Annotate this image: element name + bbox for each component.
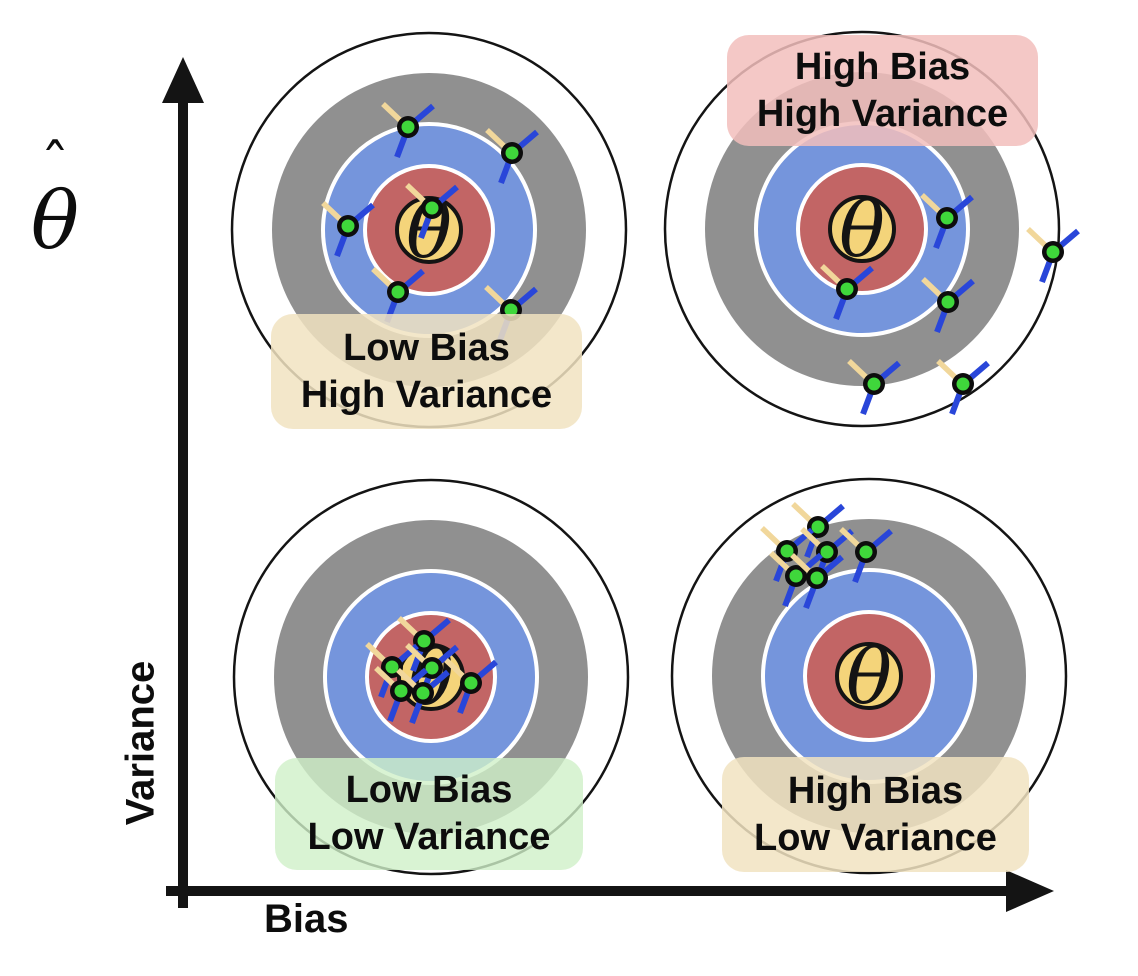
estimate-dart-marker	[321, 201, 375, 258]
estimate-dart-marker	[396, 668, 450, 725]
dart-fletch-tan	[920, 193, 943, 215]
estimate-dart-marker	[820, 264, 874, 321]
estimate-dart-marker	[374, 666, 428, 723]
dart-dot	[840, 282, 854, 296]
dart-dot	[464, 676, 478, 690]
quadrant-label-line: High Variance	[756, 92, 1009, 135]
dart-fletch-tan	[1026, 227, 1049, 249]
quadrant-label-low-bias-low-variance: Low Bias Low Variance	[275, 758, 583, 870]
dart-dot	[425, 661, 439, 675]
dart-fletch-tan	[397, 616, 420, 638]
dart-fletch-tan	[374, 666, 397, 688]
dart-fletch-tan	[405, 643, 428, 665]
dart-fletch-tan	[381, 102, 404, 124]
dart-fletch-tan	[405, 183, 428, 205]
theta-center-symbol: θ	[839, 185, 885, 274]
estimate-dart-marker	[839, 527, 893, 584]
estimate-dart-marker	[790, 553, 844, 610]
axes	[162, 57, 1054, 912]
dart-dot	[811, 520, 825, 534]
dart-fletch-tan	[769, 551, 792, 573]
quadrant-label-high-bias-high-variance: High Bias High Variance	[727, 35, 1038, 146]
quadrant-label-line: Low Variance	[307, 816, 551, 858]
dart-dot	[810, 571, 824, 585]
dart-dot	[941, 295, 955, 309]
dart-fletch-tan	[790, 553, 813, 575]
dart-dot	[820, 545, 834, 559]
dart-fletch-tan	[839, 527, 862, 549]
y-axis-arrowhead-icon	[162, 57, 204, 103]
dart-dot	[1046, 245, 1060, 259]
x-axis-arrowhead-icon	[1006, 870, 1054, 912]
theta-center-symbol: θ	[846, 632, 892, 721]
y-axis-label: Variance	[118, 660, 163, 826]
estimate-dart-marker	[1026, 227, 1080, 284]
theta-hat-label: ˆ θ	[20, 137, 90, 267]
dart-dot	[385, 660, 399, 674]
estimate-dart-marker	[920, 193, 974, 250]
estimate-dart-marker	[405, 183, 459, 240]
dart-dot	[859, 545, 873, 559]
dart-dot	[425, 201, 439, 215]
quadrant-label-line: High Variance	[300, 373, 553, 416]
dart-fletch-tan	[847, 359, 870, 381]
estimate-dart-marker	[381, 102, 435, 159]
dart-dot	[867, 377, 881, 391]
dart-dot	[401, 120, 415, 134]
dart-dot	[416, 686, 430, 700]
estimate-dart-marker	[371, 267, 425, 324]
target-ring-bullseye-yellow	[828, 195, 896, 263]
estimate-dart-marker	[791, 502, 845, 559]
theta-symbol: θ	[30, 174, 80, 267]
dart-dot	[394, 684, 408, 698]
dart-dot	[391, 285, 405, 299]
dart-fletch-tan	[760, 526, 783, 548]
quadrant-label-line: Low Bias	[345, 769, 513, 811]
estimate-dart-marker	[847, 359, 901, 416]
dart-fletch-tan	[485, 128, 508, 150]
dart-fletch-tan	[444, 658, 467, 680]
x-axis-label: Bias	[264, 897, 349, 941]
dart-dot	[341, 219, 355, 233]
target-ring-bullseye-yellow	[835, 642, 903, 710]
quadrant-label-low-bias-high-variance: Low Bias High Variance	[271, 314, 582, 429]
estimate-dart-marker	[397, 616, 451, 673]
estimate-dart-marker	[485, 128, 539, 185]
quadrant-label-line: Low Variance	[754, 816, 997, 859]
dart-dot	[504, 303, 518, 317]
quadrant-label-line: Low Bias	[343, 326, 510, 369]
dart-dot	[780, 544, 794, 558]
dart-fletch-tan	[791, 502, 814, 524]
dart-dot	[417, 634, 431, 648]
estimate-dart-marker	[936, 359, 990, 416]
targets-layer: θθθθ	[230, 30, 1080, 876]
dart-fletch-tan	[820, 264, 843, 286]
dart-fletch-tan	[484, 285, 507, 307]
dart-dot	[956, 377, 970, 391]
quadrant-label-line: High Bias	[794, 45, 971, 88]
dart-fletch-tan	[371, 267, 394, 289]
dart-fletch-tan	[800, 527, 823, 549]
dart-fletch-tan	[921, 277, 944, 299]
dart-fletch-tan	[321, 201, 344, 223]
dart-fletch-tan	[936, 359, 959, 381]
dart-dot	[789, 569, 803, 583]
estimate-dart-marker	[921, 277, 975, 334]
dart-dot	[505, 146, 519, 160]
dart-dot	[940, 211, 954, 225]
quadrant-label-line: High Bias	[787, 769, 964, 812]
dart-fletch-tan	[396, 668, 419, 690]
estimate-dart-marker	[444, 658, 498, 715]
quadrant-label-high-bias-low-variance: High Bias Low Variance	[722, 757, 1029, 872]
dart-fletch-tan	[365, 642, 388, 664]
